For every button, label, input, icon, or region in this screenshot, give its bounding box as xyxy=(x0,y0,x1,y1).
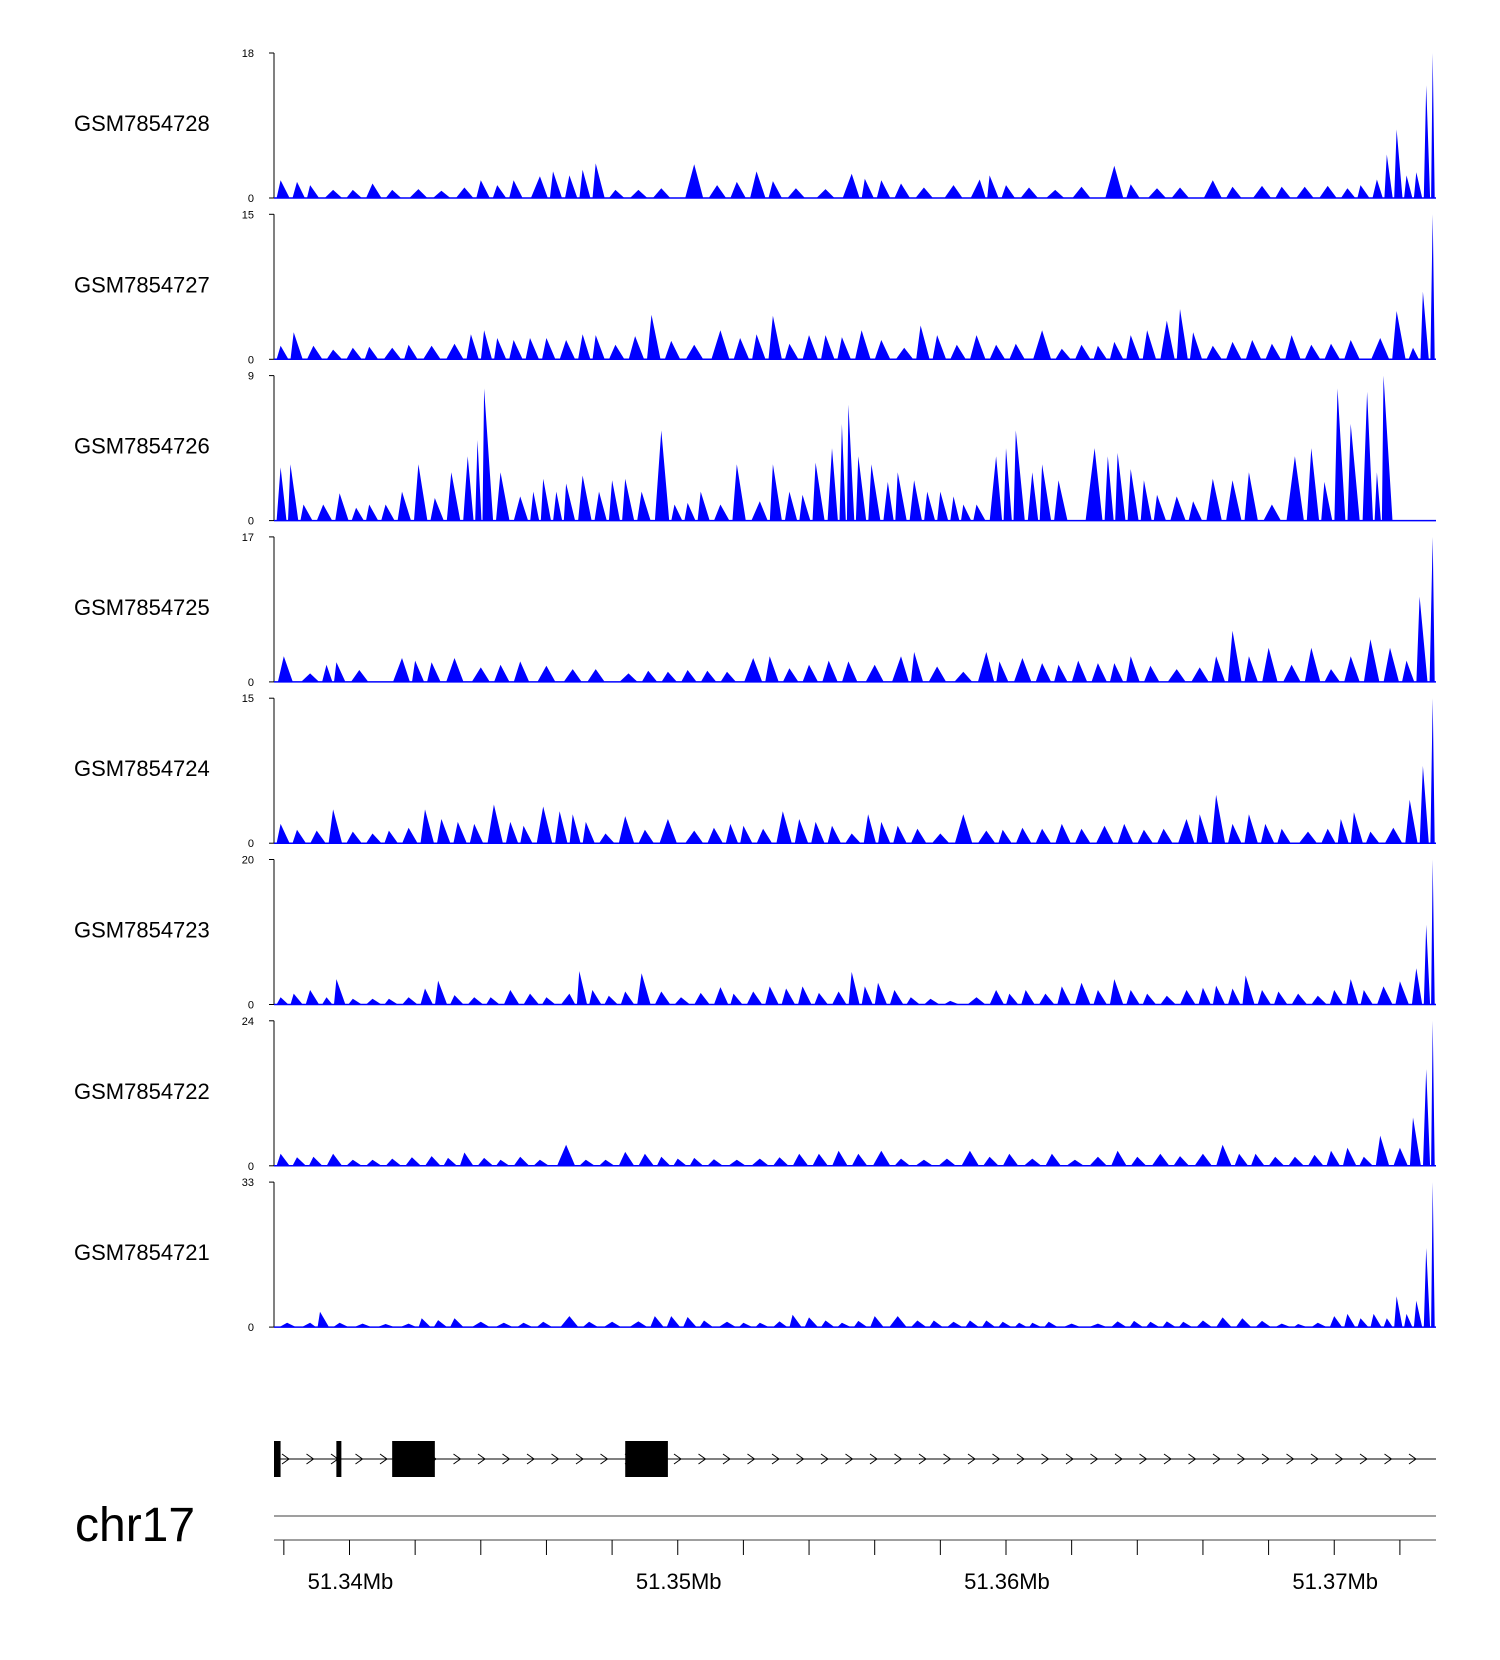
y-min-label: 0 xyxy=(248,354,254,366)
y-min-label: 0 xyxy=(248,193,254,205)
track-GSM7854728: GSM7854728 18 0 xyxy=(74,48,1436,205)
y-max-label: 17 xyxy=(242,532,254,544)
strand-arrow xyxy=(1310,1453,1319,1465)
strand-arrow xyxy=(820,1453,829,1465)
x-tick-label: 51.36Mb xyxy=(964,1569,1050,1594)
x-tick-label: 51.35Mb xyxy=(636,1569,722,1594)
strand-arrow xyxy=(600,1453,609,1465)
strand-arrow xyxy=(281,1453,290,1465)
strand-arrow xyxy=(943,1453,952,1465)
strand-arrow xyxy=(453,1453,462,1465)
track-label: GSM7854722 xyxy=(74,1079,210,1104)
track-GSM7854721: GSM7854721 33 0 xyxy=(74,1177,1436,1334)
coverage-area xyxy=(274,536,1436,682)
x-tick-label: 51.34Mb xyxy=(308,1569,394,1594)
strand-arrow xyxy=(1408,1453,1417,1465)
y-min-label: 0 xyxy=(248,1000,254,1012)
coverage-area xyxy=(274,1020,1436,1166)
y-max-label: 24 xyxy=(242,1016,254,1028)
y-min-label: 0 xyxy=(248,1322,254,1334)
y-max-label: 20 xyxy=(242,855,254,867)
strand-arrow xyxy=(1016,1453,1025,1465)
strand-arrow xyxy=(894,1453,903,1465)
strand-arrow xyxy=(967,1453,976,1465)
strand-arrow xyxy=(1114,1453,1123,1465)
strand-arrow xyxy=(722,1453,731,1465)
strand-arrow xyxy=(1212,1453,1221,1465)
y-min-label: 0 xyxy=(248,838,254,850)
coverage-area xyxy=(274,214,1436,360)
strand-arrow xyxy=(1286,1453,1295,1465)
track-GSM7854725: GSM7854725 17 0 xyxy=(74,532,1436,689)
strand-arrow xyxy=(1359,1453,1368,1465)
gene-exon xyxy=(336,1441,342,1477)
strand-arrow xyxy=(1237,1453,1246,1465)
y-max-label: 15 xyxy=(242,209,254,221)
y-max-label: 9 xyxy=(248,371,254,383)
strand-arrow xyxy=(673,1453,682,1465)
strand-arrow xyxy=(355,1453,364,1465)
track-GSM7854727: GSM7854727 15 0 xyxy=(74,209,1436,366)
y-max-label: 33 xyxy=(242,1177,254,1189)
track-GSM7854723: GSM7854723 20 0 xyxy=(74,855,1436,1012)
coverage-area xyxy=(274,53,1436,198)
track-label: GSM7854728 xyxy=(74,111,210,136)
strand-arrow xyxy=(796,1453,805,1465)
track-label: GSM7854721 xyxy=(74,1240,210,1265)
strand-arrow xyxy=(1090,1453,1099,1465)
genome-axis: 51.34Mb 51.35Mb 51.36Mb 51.37Mb xyxy=(274,1515,1436,1594)
y-max-label: 18 xyxy=(242,48,254,60)
strand-arrow xyxy=(502,1453,511,1465)
y-min-label: 0 xyxy=(248,1161,254,1173)
strand-arrow xyxy=(379,1453,388,1465)
gene-model-track xyxy=(274,1441,1436,1477)
strand-arrow xyxy=(477,1453,486,1465)
coverage-area xyxy=(274,1182,1436,1328)
y-max-label: 15 xyxy=(242,693,254,705)
track-label: GSM7854723 xyxy=(74,918,210,943)
strand-arrow xyxy=(845,1453,854,1465)
gene-exon xyxy=(392,1441,435,1477)
track-label: GSM7854727 xyxy=(74,272,210,297)
strand-arrow xyxy=(1163,1453,1172,1465)
gene-exon xyxy=(274,1441,281,1477)
strand-arrow xyxy=(1139,1453,1148,1465)
track-GSM7854726: GSM7854726 9 0 xyxy=(74,371,1436,528)
coverage-area xyxy=(274,698,1436,844)
strand-arrow xyxy=(551,1453,560,1465)
chromosome-label: chr17 xyxy=(75,1499,195,1552)
y-min-label: 0 xyxy=(248,516,254,528)
strand-arrow xyxy=(1261,1453,1270,1465)
strand-arrow xyxy=(747,1453,756,1465)
coverage-area xyxy=(274,859,1436,1005)
strand-arrow xyxy=(1188,1453,1197,1465)
strand-arrow xyxy=(1065,1453,1074,1465)
gene-exon xyxy=(625,1441,668,1477)
strand-arrow xyxy=(1041,1453,1050,1465)
strand-arrow xyxy=(1335,1453,1344,1465)
x-tick-label: 51.37Mb xyxy=(1292,1569,1378,1594)
track-GSM7854724: GSM7854724 15 0 xyxy=(74,693,1436,850)
strand-arrow xyxy=(526,1453,535,1465)
strand-arrow xyxy=(306,1453,315,1465)
strand-arrow xyxy=(771,1453,780,1465)
strand-arrow xyxy=(1384,1453,1393,1465)
coverage-tracks: GSM7854728180GSM7854727150GSM785472690GS… xyxy=(74,48,1436,1334)
track-label: GSM7854724 xyxy=(74,756,210,781)
track-label: GSM7854726 xyxy=(74,434,210,459)
track-GSM7854722: GSM7854722 24 0 xyxy=(74,1016,1436,1173)
strand-arrow xyxy=(698,1453,707,1465)
track-label: GSM7854725 xyxy=(74,595,210,620)
strand-arrow xyxy=(992,1453,1001,1465)
strand-arrow xyxy=(918,1453,927,1465)
strand-arrow xyxy=(575,1453,584,1465)
y-min-label: 0 xyxy=(248,677,254,689)
strand-arrow xyxy=(869,1453,878,1465)
coverage-area xyxy=(274,375,1436,521)
